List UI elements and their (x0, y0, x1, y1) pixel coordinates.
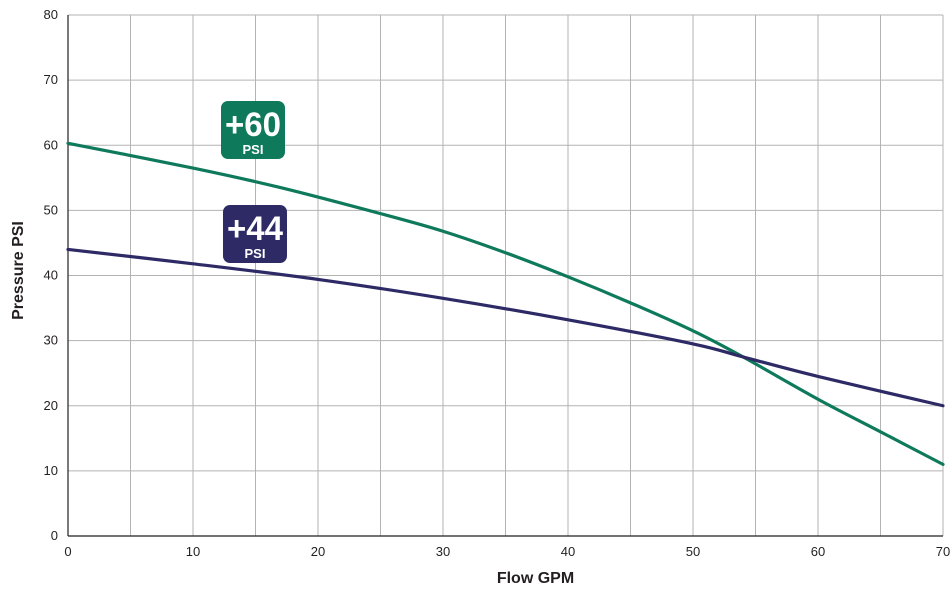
series-lines (66, 141, 945, 466)
y-tick-label: 30 (44, 333, 58, 348)
axes (67, 15, 943, 537)
badge-value: +44 (227, 210, 283, 248)
x-tick-label: 30 (436, 544, 450, 559)
x-tick-label: 60 (811, 544, 825, 559)
badge-unit: PSI (245, 246, 266, 261)
series-line-0 (66, 141, 945, 466)
y-tick-label: 60 (44, 137, 58, 152)
y-axis-title: Pressure PSI (10, 221, 27, 320)
x-axis-title: Flow GPM (497, 570, 574, 587)
y-tick-label: 40 (44, 268, 58, 283)
y-tick-label: 50 (44, 202, 58, 217)
x-tick-label: 0 (64, 544, 71, 559)
y-tick-label: 10 (44, 463, 58, 478)
badge-background (221, 101, 285, 159)
y-tick-label: 20 (44, 398, 58, 413)
series-line-1 (66, 247, 945, 408)
x-tick-label: 40 (561, 544, 575, 559)
x-tick-labels: 0 10 20 30 40 50 60 70 (64, 544, 950, 559)
badge-background (223, 205, 287, 263)
x-tick-label: 10 (186, 544, 200, 559)
y-tick-label: 0 (51, 528, 58, 543)
y-tick-label: 80 (44, 7, 58, 22)
y-tick-labels: 0 10 20 30 40 50 60 70 80 (44, 7, 58, 543)
y-tick-label: 70 (44, 72, 58, 87)
x-tick-label: 70 (936, 544, 950, 559)
badge-unit: PSI (243, 142, 264, 157)
x-tick-label: 50 (686, 544, 700, 559)
badge-value: +60 (225, 106, 281, 144)
x-tick-label: 20 (311, 544, 325, 559)
grid (67, 14, 944, 537)
